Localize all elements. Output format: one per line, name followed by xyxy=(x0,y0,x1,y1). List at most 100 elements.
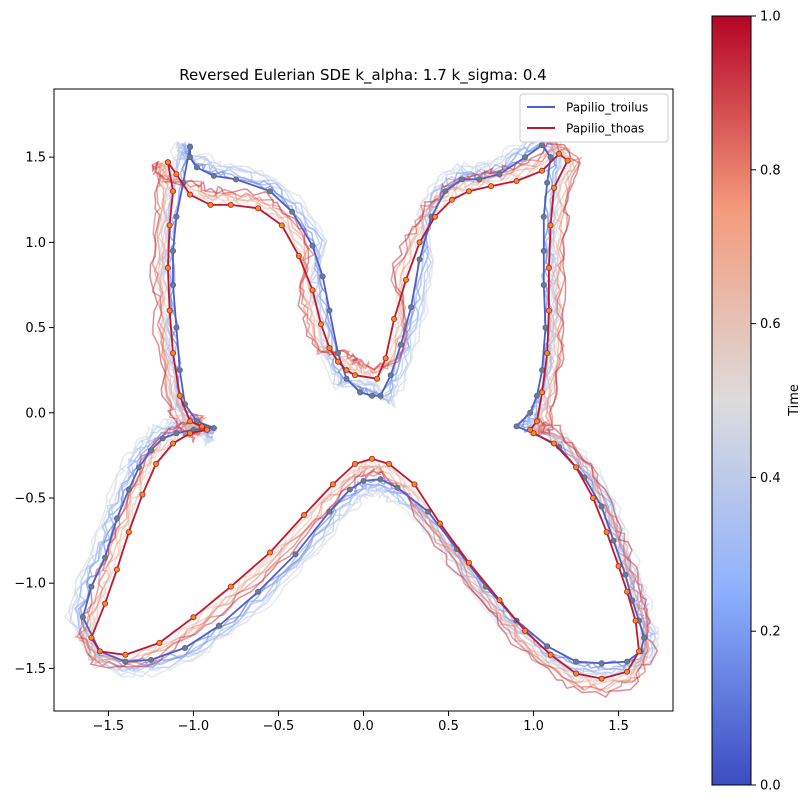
y-tick-label: 0.5 xyxy=(25,321,46,336)
series-point xyxy=(227,583,234,590)
series-point xyxy=(533,392,540,399)
series-point xyxy=(164,264,171,271)
series-point xyxy=(540,281,547,288)
x-tick-label: 1.5 xyxy=(608,719,629,734)
series-point xyxy=(113,566,120,573)
series-point xyxy=(187,430,194,437)
series-point xyxy=(173,324,180,331)
series-point xyxy=(170,440,177,447)
series-point xyxy=(522,154,529,161)
colorbar-tick-label: 0.6 xyxy=(760,317,781,332)
series-point xyxy=(513,423,520,430)
series-point xyxy=(488,183,495,190)
x-tick-label: −1.5 xyxy=(93,719,125,734)
series-point xyxy=(382,355,389,362)
series-point xyxy=(547,651,554,658)
y-tick-label: 0.0 xyxy=(25,406,46,421)
series-point xyxy=(181,644,188,651)
series-point xyxy=(411,481,418,488)
series-point xyxy=(530,430,537,437)
series-point xyxy=(533,418,540,425)
series-point xyxy=(544,643,551,650)
series-point xyxy=(624,588,631,595)
series-point xyxy=(319,273,326,280)
y-tick-label: −1.5 xyxy=(14,662,46,677)
series-point xyxy=(369,455,376,462)
series-point xyxy=(573,464,580,471)
series-point xyxy=(187,191,194,198)
series-point xyxy=(102,554,109,561)
series-point xyxy=(476,176,483,183)
series-point xyxy=(317,321,324,328)
series-point xyxy=(334,350,341,357)
series-point xyxy=(416,256,423,263)
series-point xyxy=(210,425,217,432)
series-point xyxy=(431,213,438,220)
sde-path xyxy=(88,150,643,685)
series-point xyxy=(329,481,336,488)
series-point xyxy=(351,372,358,379)
colorbar: 0.0 0.2 0.4 0.6 0.8 1.0 Time xyxy=(711,10,802,794)
series-point xyxy=(193,164,200,171)
series-point xyxy=(624,658,631,665)
colorbar-tick-label: 0.8 xyxy=(760,163,781,178)
series-point xyxy=(147,447,154,454)
chart-title: Reversed Eulerian SDE k_alpha: 1.7 k_sig… xyxy=(179,66,546,85)
series-point xyxy=(624,668,631,675)
series-point xyxy=(547,154,554,161)
series-point xyxy=(176,367,183,374)
series-point xyxy=(360,477,367,484)
legend-frame xyxy=(519,93,669,143)
series-point xyxy=(166,307,173,314)
colorbar-ticks: 0.0 0.2 0.4 0.6 0.8 1.0 xyxy=(751,10,781,794)
series-point xyxy=(635,648,642,655)
series-point xyxy=(139,491,146,498)
series-point xyxy=(215,622,222,629)
series-point xyxy=(545,264,552,271)
x-axis: −1.5 −1.0 −0.5 0.0 0.5 1.0 1.5 xyxy=(93,711,629,734)
series-point xyxy=(539,142,546,149)
series-point xyxy=(377,392,384,399)
series-point xyxy=(309,287,316,294)
series-point xyxy=(448,196,455,203)
series-point xyxy=(266,549,273,556)
series-point xyxy=(255,205,262,212)
y-tick-label: −1.0 xyxy=(14,577,46,592)
series-point xyxy=(369,392,376,399)
series-point xyxy=(266,188,273,195)
sde-path xyxy=(78,146,649,692)
sde-path xyxy=(85,148,645,683)
series-point xyxy=(564,157,571,164)
colorbar-tick-label: 0.2 xyxy=(760,625,781,640)
series-point xyxy=(122,651,129,658)
series-point xyxy=(187,154,194,161)
series-point xyxy=(295,253,302,260)
series-point xyxy=(442,188,449,195)
series-point xyxy=(603,529,610,536)
series-point xyxy=(198,423,205,430)
sde-path xyxy=(63,132,660,683)
series-point xyxy=(540,213,547,220)
series-point xyxy=(377,476,384,483)
sde-path xyxy=(68,132,660,678)
series-point xyxy=(170,281,177,288)
series-point xyxy=(386,460,393,467)
mean-curves xyxy=(79,142,648,682)
series-point xyxy=(357,389,364,396)
series-point xyxy=(641,634,648,641)
plot-area: −1.5 −1.0 −0.5 0.0 0.5 1.0 1.5 −1.5 −1.0 −0.5 0.0… xyxy=(14,88,674,734)
series-point xyxy=(403,276,410,283)
y-axis: −1.5 −1.0 −0.5 0.0 0.5 1.0 1.5 xyxy=(14,151,54,677)
series-point xyxy=(170,350,177,357)
series-point xyxy=(309,242,316,249)
series-point xyxy=(173,213,180,220)
series-point xyxy=(96,648,103,655)
x-tick-label: 0.0 xyxy=(353,719,374,734)
series-point xyxy=(292,551,299,558)
series-point xyxy=(387,372,394,379)
series-point xyxy=(590,494,597,501)
series-point xyxy=(166,222,173,229)
colorbar-label: Time xyxy=(787,384,802,417)
series-point xyxy=(227,201,234,208)
